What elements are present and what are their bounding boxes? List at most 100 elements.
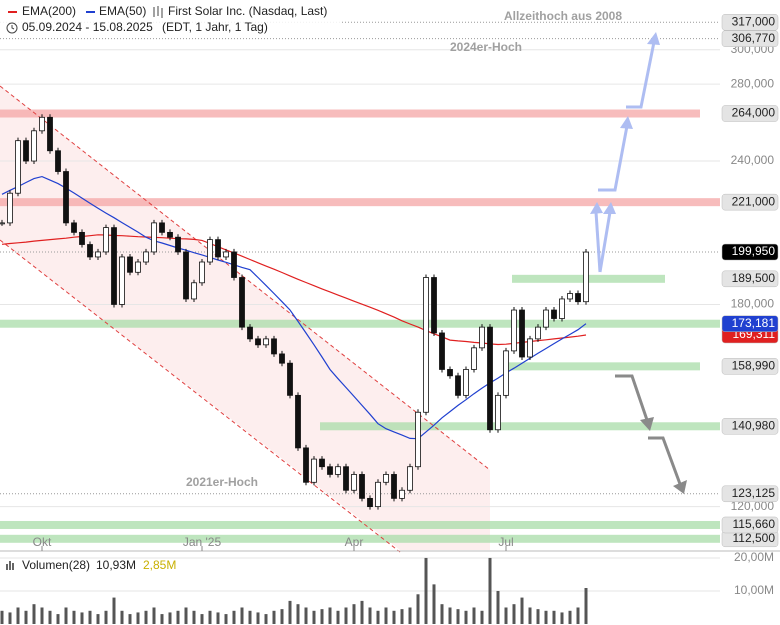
arrow-heads xyxy=(640,417,687,494)
volume-bar xyxy=(104,610,108,624)
volume-bar xyxy=(376,610,380,624)
volume-bar xyxy=(272,610,276,624)
title: First Solar Inc. (Nasdaq, Last) xyxy=(168,4,327,18)
volume-icon xyxy=(6,561,14,570)
level-tag-label: 115,660 xyxy=(733,517,776,531)
candle xyxy=(7,192,13,224)
candle xyxy=(55,150,61,172)
volume-bar xyxy=(472,607,476,624)
volume-bar xyxy=(544,610,548,624)
volume-bar xyxy=(568,610,572,624)
candle xyxy=(479,326,485,349)
candle xyxy=(271,338,277,355)
volume-bar xyxy=(216,612,220,624)
volume-bar xyxy=(464,610,468,624)
candle xyxy=(263,338,269,346)
x-tick-label: Okt xyxy=(33,535,52,549)
down-arrows xyxy=(615,374,682,485)
arrow-heads xyxy=(590,32,660,214)
legend-label: EMA(200) xyxy=(22,4,76,18)
arrow-head xyxy=(620,116,633,129)
candle xyxy=(279,353,285,364)
candle xyxy=(559,298,565,319)
level-tag-label: 112,500 xyxy=(733,531,776,545)
candle xyxy=(375,481,381,508)
level-tag-label: 189,500 xyxy=(732,271,776,285)
volume-bar xyxy=(160,614,164,624)
volume-bar xyxy=(40,607,44,624)
candle xyxy=(567,293,573,300)
arrow xyxy=(598,211,612,273)
arrow-head xyxy=(603,202,616,214)
arrow xyxy=(648,436,682,485)
level-tag-label: 317,000 xyxy=(732,14,776,28)
volume-bar xyxy=(16,607,20,624)
candle xyxy=(551,309,557,319)
candle xyxy=(159,222,165,233)
candle xyxy=(63,171,69,224)
volume-bar xyxy=(8,612,12,624)
volume-bar xyxy=(440,604,444,624)
candle xyxy=(39,116,45,132)
level-tag xyxy=(721,30,779,47)
candle xyxy=(343,466,349,491)
level-tag xyxy=(721,358,779,375)
level-tag-label: 173,181 xyxy=(732,316,776,330)
volume-bar xyxy=(88,610,92,624)
volume-bar xyxy=(80,612,84,624)
volume-bar xyxy=(344,607,348,624)
arrow xyxy=(594,211,602,273)
volume-bar xyxy=(424,557,428,624)
volume-bar xyxy=(112,597,116,624)
candle xyxy=(223,251,229,258)
volume-title: Volumen(28) xyxy=(22,558,90,572)
y-tick-label: 280,000 xyxy=(731,76,775,90)
candle xyxy=(575,293,581,303)
level-band xyxy=(0,520,720,529)
volume-bar xyxy=(240,607,244,624)
arrow xyxy=(598,125,629,192)
candle xyxy=(359,474,365,499)
candle xyxy=(527,338,533,358)
legend-label: EMA(50) xyxy=(99,4,146,18)
volume-bar xyxy=(296,604,300,624)
level-tag-label: 123,125 xyxy=(732,486,776,500)
candle xyxy=(175,236,181,253)
candle xyxy=(31,130,37,162)
candle xyxy=(471,347,477,370)
volume-bar xyxy=(512,604,516,624)
candle xyxy=(71,222,77,233)
volume-bar xyxy=(248,610,252,624)
candle xyxy=(535,326,541,340)
volume-bar xyxy=(584,588,588,624)
candle xyxy=(47,116,53,152)
candle xyxy=(119,256,125,305)
candle xyxy=(23,140,29,162)
candle xyxy=(207,239,213,263)
x-tick-label: Jan '25 xyxy=(183,535,222,549)
level-band xyxy=(0,534,720,543)
level-tag-label: 264,000 xyxy=(732,106,776,120)
volume-bar xyxy=(312,610,316,624)
volume-bar xyxy=(320,609,324,624)
volume-bar xyxy=(256,612,260,624)
candle xyxy=(335,466,341,475)
volume-bar xyxy=(56,614,60,624)
annotation: 2024er-Hoch xyxy=(450,40,522,54)
volume-bar xyxy=(152,607,156,624)
candle xyxy=(423,277,429,413)
candle xyxy=(511,309,517,352)
header-bg xyxy=(0,0,340,38)
volume-bar xyxy=(136,612,140,624)
candle xyxy=(295,394,301,449)
candle xyxy=(111,227,117,305)
volume-bar xyxy=(480,610,484,624)
volume-bar xyxy=(400,609,404,624)
candle xyxy=(327,466,333,475)
y-tick-label: 180,000 xyxy=(731,297,775,311)
volume-bar xyxy=(520,597,524,624)
level-tag-label: 306,770 xyxy=(732,31,776,45)
volume-bar xyxy=(32,604,36,624)
candle xyxy=(399,489,405,499)
arrow xyxy=(615,374,649,421)
